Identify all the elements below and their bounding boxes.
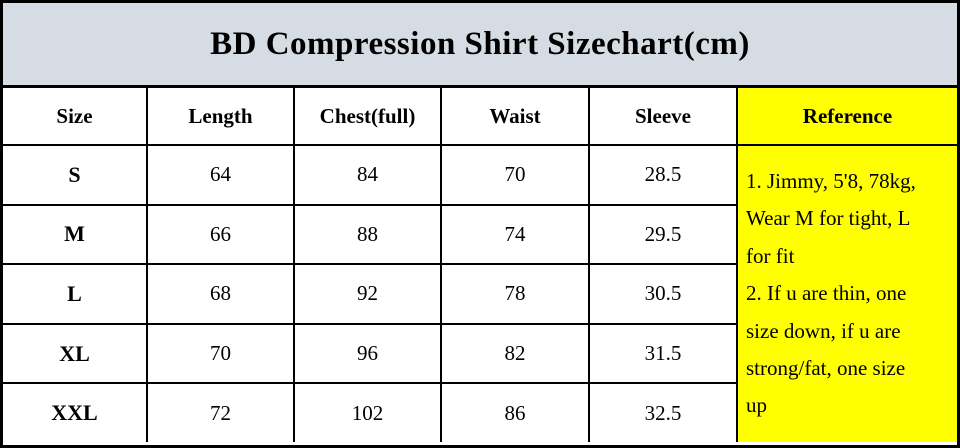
cell-chest-l: 92 [295,265,440,323]
reference-line: strong/fat, one size [746,356,906,381]
reference-note-cell: 1. Jimmy, 5'8, 78kg, Wear M for tight, L… [738,146,957,442]
column-header-length: Length [148,88,293,144]
reference-line: 1. Jimmy, 5'8, 78kg, [746,169,916,193]
column-header-sleeve: Sleeve [590,88,736,144]
reference-line: up [746,393,767,418]
cell-length-l: 68 [148,265,293,323]
sizechart-grid: Size Length Chest(full) Waist Sleeve Ref… [3,88,957,442]
cell-size-m: M [3,205,146,264]
reference-line: for fit [746,243,795,268]
cell-size-s: S [3,146,146,204]
cell-length-xxl: 72 [148,384,293,442]
cell-waist-xxl: 86 [442,384,588,442]
cell-sleeve-xxl: 32.5 [590,384,736,442]
cell-size-l: L [3,265,146,323]
cell-chest-m: 88 [295,205,440,264]
reference-line: Wear M for tight, L [746,206,911,231]
column-header-reference: Reference [738,88,957,144]
cell-sleeve-s: 28.5 [590,146,736,204]
reference-line: size down, if u are [746,318,901,343]
cell-waist-l: 78 [442,265,588,323]
column-header-chest: Chest(full) [295,88,440,144]
page-title: BD Compression Shirt Sizechart(cm) [3,3,957,88]
cell-waist-m: 74 [442,205,588,264]
cell-sleeve-m: 29.5 [590,205,736,264]
cell-sleeve-l: 30.5 [590,265,736,323]
cell-waist-s: 70 [442,146,588,204]
cell-length-m: 66 [148,205,293,264]
cell-size-xxl: XXL [3,384,146,442]
reference-line: 2. If u are thin, one [746,281,907,306]
cell-sleeve-xl: 31.5 [590,324,736,383]
column-header-size: Size [3,88,146,144]
column-header-waist: Waist [442,88,588,144]
cell-length-xl: 70 [148,324,293,383]
cell-waist-xl: 82 [442,324,588,383]
cell-chest-xl: 96 [295,324,440,383]
cell-size-xl: XL [3,324,146,383]
cell-chest-s: 84 [295,146,440,204]
cell-length-s: 64 [148,146,293,204]
cell-chest-xxl: 102 [295,384,440,442]
